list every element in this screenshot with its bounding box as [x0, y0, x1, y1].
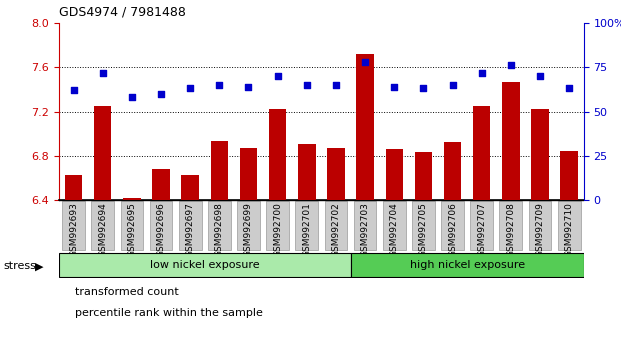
- Bar: [531, 109, 549, 200]
- FancyBboxPatch shape: [441, 201, 464, 250]
- Text: GSM992703: GSM992703: [361, 202, 369, 257]
- Text: GSM992698: GSM992698: [215, 202, 224, 257]
- Text: GSM992704: GSM992704: [390, 202, 399, 257]
- FancyBboxPatch shape: [412, 201, 435, 250]
- FancyBboxPatch shape: [59, 253, 350, 276]
- Text: GSM992697: GSM992697: [186, 202, 194, 257]
- Bar: [123, 198, 140, 200]
- Text: high nickel exposure: high nickel exposure: [410, 259, 525, 270]
- FancyBboxPatch shape: [325, 201, 347, 250]
- FancyBboxPatch shape: [354, 201, 376, 250]
- Text: GSM992699: GSM992699: [244, 202, 253, 257]
- Text: GSM992709: GSM992709: [535, 202, 545, 257]
- Bar: [327, 148, 345, 200]
- Point: [564, 86, 574, 91]
- Point: [389, 84, 399, 90]
- Point: [535, 73, 545, 79]
- Bar: [269, 109, 286, 200]
- Point: [156, 91, 166, 97]
- FancyBboxPatch shape: [91, 201, 114, 250]
- Bar: [211, 141, 228, 200]
- Text: GSM992702: GSM992702: [332, 202, 340, 257]
- Point: [302, 82, 312, 88]
- FancyBboxPatch shape: [350, 253, 584, 276]
- Text: GSM992708: GSM992708: [506, 202, 515, 257]
- Text: GDS4974 / 7981488: GDS4974 / 7981488: [59, 5, 186, 18]
- Point: [243, 84, 253, 90]
- Text: GSM992693: GSM992693: [69, 202, 78, 257]
- Point: [506, 63, 516, 68]
- Bar: [152, 169, 170, 200]
- Bar: [356, 54, 374, 200]
- Text: ▶: ▶: [35, 261, 44, 271]
- Text: low nickel exposure: low nickel exposure: [150, 259, 260, 270]
- FancyBboxPatch shape: [120, 201, 143, 250]
- FancyBboxPatch shape: [237, 201, 260, 250]
- Point: [331, 82, 341, 88]
- FancyBboxPatch shape: [499, 201, 522, 250]
- Text: GSM992701: GSM992701: [302, 202, 311, 257]
- Text: percentile rank within the sample: percentile rank within the sample: [75, 308, 263, 318]
- Bar: [386, 149, 403, 200]
- Point: [273, 73, 283, 79]
- FancyBboxPatch shape: [179, 201, 202, 250]
- Bar: [240, 148, 257, 200]
- FancyBboxPatch shape: [208, 201, 231, 250]
- Bar: [560, 152, 578, 200]
- Point: [127, 95, 137, 100]
- Text: transformed count: transformed count: [75, 287, 178, 297]
- Point: [214, 82, 224, 88]
- Bar: [181, 175, 199, 200]
- Text: GSM992705: GSM992705: [419, 202, 428, 257]
- Bar: [298, 144, 315, 200]
- FancyBboxPatch shape: [470, 201, 493, 250]
- Bar: [65, 175, 83, 200]
- Point: [448, 82, 458, 88]
- Text: stress: stress: [3, 261, 36, 271]
- Point: [419, 86, 428, 91]
- Bar: [473, 106, 491, 200]
- Text: GSM992694: GSM992694: [98, 202, 107, 257]
- FancyBboxPatch shape: [266, 201, 289, 250]
- FancyBboxPatch shape: [150, 201, 173, 250]
- Text: GSM992700: GSM992700: [273, 202, 282, 257]
- Bar: [415, 153, 432, 200]
- FancyBboxPatch shape: [383, 201, 406, 250]
- Point: [68, 87, 78, 93]
- Text: GSM992696: GSM992696: [156, 202, 166, 257]
- Point: [360, 59, 370, 65]
- FancyBboxPatch shape: [296, 201, 318, 250]
- FancyBboxPatch shape: [62, 201, 85, 250]
- Text: GSM992706: GSM992706: [448, 202, 457, 257]
- FancyBboxPatch shape: [528, 201, 551, 250]
- Bar: [444, 143, 461, 200]
- Text: GSM992695: GSM992695: [127, 202, 137, 257]
- Bar: [94, 106, 111, 200]
- Bar: [502, 82, 520, 200]
- Point: [97, 70, 107, 75]
- FancyBboxPatch shape: [558, 201, 581, 250]
- Text: GSM992707: GSM992707: [477, 202, 486, 257]
- Text: GSM992710: GSM992710: [564, 202, 574, 257]
- Point: [185, 86, 195, 91]
- Point: [477, 70, 487, 75]
